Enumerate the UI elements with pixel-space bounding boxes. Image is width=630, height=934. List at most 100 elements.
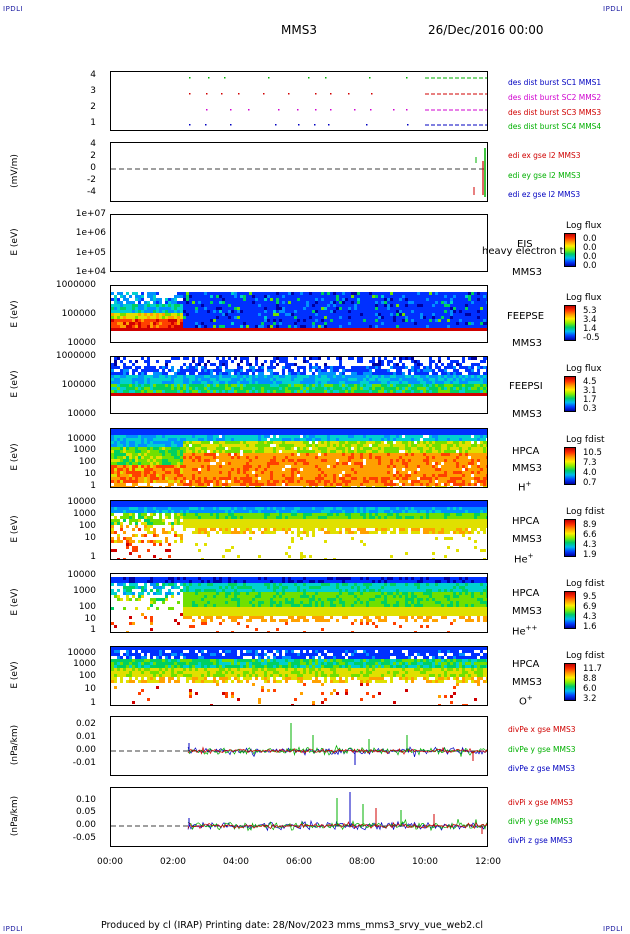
hpca-h-cell-814 bbox=[240, 429, 243, 432]
hpca-h-cell-763 bbox=[231, 444, 234, 447]
feepsi-cell-574 bbox=[276, 375, 279, 378]
feepsi-cell-1194 bbox=[453, 366, 456, 369]
hpca-h-cell-21 bbox=[114, 435, 117, 438]
hpca-h-cell-1361 bbox=[327, 468, 330, 471]
feepsi-cell-834 bbox=[351, 390, 354, 393]
feepsi-cell-167 bbox=[159, 375, 162, 378]
feepsi-cell-845 bbox=[354, 393, 357, 396]
feepse-cell-394 bbox=[210, 295, 213, 298]
feepse-cell-1260 bbox=[408, 319, 411, 322]
hpca-h-cell-1934 bbox=[420, 450, 423, 453]
hpca-h-cell-878 bbox=[249, 453, 252, 456]
feepse-cell-1024 bbox=[354, 313, 357, 316]
feepsi-cell-14 bbox=[114, 366, 117, 369]
feepsi-cell-917 bbox=[375, 375, 378, 378]
feepsi-cell-974 bbox=[390, 381, 393, 384]
hpca-h-cell-777 bbox=[234, 432, 237, 435]
hpca-h-cell-1381 bbox=[330, 468, 333, 471]
hpca-h-cell-249 bbox=[147, 477, 150, 480]
feepsi-cell-598 bbox=[282, 384, 285, 387]
hpca-h-cell-601 bbox=[204, 453, 207, 456]
feepsi-cell-1172 bbox=[447, 363, 450, 366]
feepse-cell-1213 bbox=[399, 295, 402, 298]
feepse-cell-98 bbox=[135, 313, 138, 316]
hpca-h-cell-780 bbox=[234, 441, 237, 444]
hpca-h-cell-1623 bbox=[369, 456, 372, 459]
feepse-cell-1401 bbox=[441, 313, 444, 316]
hpca-h-cell-1631 bbox=[369, 480, 372, 483]
hpca-h-cell-365 bbox=[168, 432, 171, 435]
feepsi-cell-981 bbox=[393, 366, 396, 369]
feepse-cell-761 bbox=[294, 304, 297, 307]
feepsi-cell-395 bbox=[225, 363, 228, 366]
feepse-cell-1440 bbox=[450, 313, 453, 316]
feepsi-cell-108 bbox=[141, 381, 144, 384]
hpca-h-cell-1767 bbox=[390, 477, 393, 480]
hpca-h-cell-1469 bbox=[345, 447, 348, 450]
feepse-cell-1483 bbox=[459, 325, 462, 328]
feepsi-cell-613 bbox=[288, 363, 291, 366]
feepse-cell-966 bbox=[342, 295, 345, 298]
feepse-cell-734 bbox=[288, 301, 291, 304]
feepse-cell-536 bbox=[243, 292, 246, 295]
feepsi-cell-424 bbox=[231, 393, 234, 396]
feepsi-cell-95 bbox=[138, 372, 141, 375]
feepse-cell-1549 bbox=[474, 328, 477, 331]
hpca-h-cell-313 bbox=[159, 444, 162, 447]
feepsi-cell-321 bbox=[204, 366, 207, 369]
feepsi-cell-664 bbox=[303, 360, 306, 363]
hpca-h-cell-1182 bbox=[300, 438, 303, 441]
feepse-cell-998 bbox=[348, 313, 351, 316]
feepse-cell-1074 bbox=[366, 307, 369, 310]
feepse-cell-681 bbox=[276, 298, 279, 301]
hpca-h-cell-1956 bbox=[423, 462, 426, 465]
feepsi-cell-787 bbox=[339, 360, 342, 363]
feepsi-cell-697 bbox=[312, 375, 315, 378]
feepsi-cell-792 bbox=[339, 378, 342, 381]
feepsi-cell-1275 bbox=[474, 390, 477, 393]
feepse-cell-650 bbox=[267, 322, 270, 325]
feepsi-cell-134 bbox=[147, 390, 150, 393]
hpca-h-cell-1487 bbox=[348, 441, 351, 444]
feepsi-cell-590 bbox=[282, 357, 285, 360]
hpca-h-cell-1102 bbox=[285, 468, 288, 471]
feepsi-cell-1090 bbox=[423, 372, 426, 375]
feepse-cell-593 bbox=[255, 307, 258, 310]
feepse-cell-342 bbox=[198, 295, 201, 298]
hpca-h-cell-1173 bbox=[297, 462, 300, 465]
hpca-h-cell-1820 bbox=[399, 480, 402, 483]
hpca-h-cell-489 bbox=[186, 462, 189, 465]
feepse-cell-1589 bbox=[486, 292, 487, 295]
feepse-cell-1328 bbox=[423, 328, 426, 331]
feepse-cell-898 bbox=[324, 325, 327, 328]
feepse-cell-827 bbox=[309, 307, 312, 310]
feepsi-cell-1051 bbox=[411, 387, 414, 390]
feepse-cell-1581 bbox=[483, 307, 486, 310]
feepse-cell-808 bbox=[303, 328, 306, 331]
feepse-cell-1256 bbox=[408, 307, 411, 310]
feepse-cell-972 bbox=[342, 313, 345, 316]
hpca-h-cell-1857 bbox=[408, 429, 411, 432]
hpca-h-cell-1341 bbox=[324, 465, 327, 468]
feepsi-cell-818 bbox=[348, 375, 351, 378]
feepsi-cell-786 bbox=[339, 357, 342, 360]
feepsi-cell-675 bbox=[306, 360, 309, 363]
hpca-h-cell-1051 bbox=[276, 474, 279, 477]
hpca-h-cell-1596 bbox=[366, 432, 369, 435]
hpca-h-cell-1663 bbox=[375, 459, 378, 462]
hpca-h-cell-659 bbox=[213, 468, 216, 471]
feepsi-cell-445 bbox=[237, 393, 240, 396]
hpca-h-cell-10 bbox=[111, 459, 114, 462]
feepse-cell-1576 bbox=[483, 292, 486, 295]
feepse-cell-745 bbox=[291, 295, 294, 298]
feepse-cell-119 bbox=[141, 304, 144, 307]
feepsi-cell-1031 bbox=[405, 390, 408, 393]
hpca-h-cell-998 bbox=[267, 474, 270, 477]
feepsi-cell-257 bbox=[186, 375, 189, 378]
feepse-cell-228 bbox=[168, 328, 171, 331]
hpca-h-cell-392 bbox=[171, 453, 174, 456]
feepsi-cell-372 bbox=[219, 363, 222, 366]
hpca-h-cell-201 bbox=[141, 447, 144, 450]
hpca-h-cell-164 bbox=[135, 450, 138, 453]
feepse-cell-527 bbox=[240, 304, 243, 307]
